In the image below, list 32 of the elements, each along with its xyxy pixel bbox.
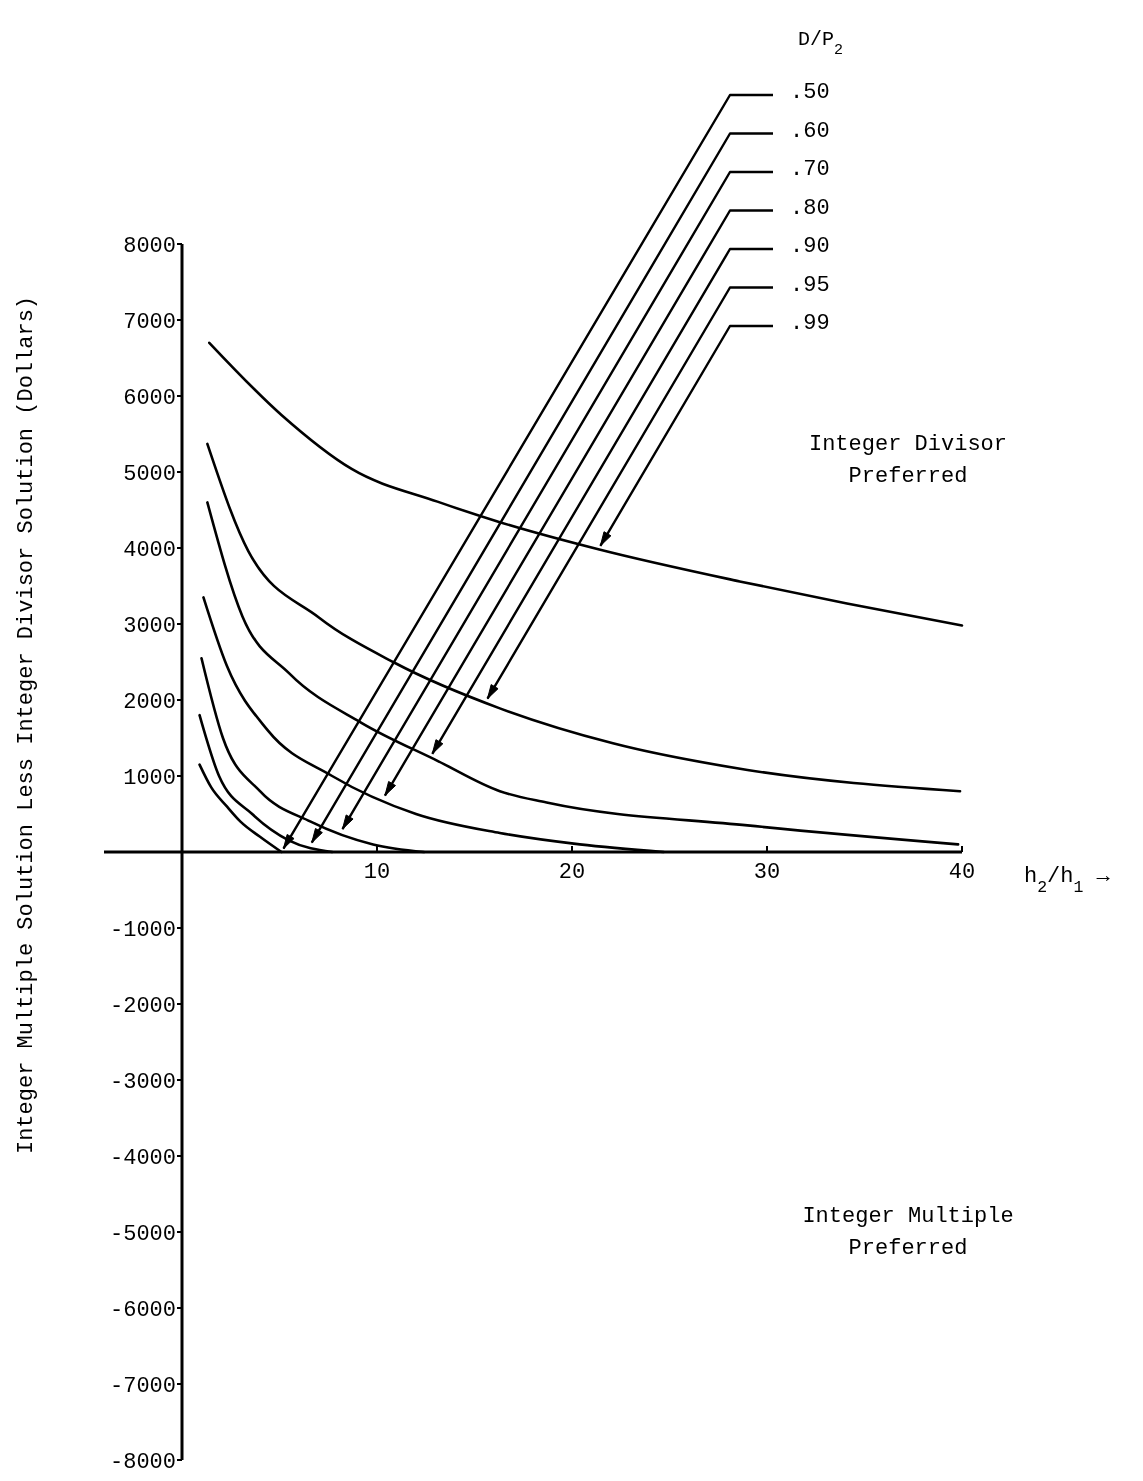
y-tick-label: 5000 [123, 461, 176, 487]
text: .60 [790, 118, 830, 144]
y-tick-label: -7000 [109, 1373, 176, 1399]
y-tick-label: 3000 [123, 613, 176, 639]
annotation: Integer Multiple Preferred [802, 1204, 1014, 1261]
y-tick-label: -6000 [109, 1297, 176, 1323]
y-tick-label: -3000 [109, 1069, 176, 1095]
legend-title: D/P$_{2}$ [798, 28, 844, 59]
text: .50 [790, 80, 830, 105]
x-tick-label: 30 [753, 860, 781, 885]
y-tick-label: 8000 [123, 233, 176, 259]
text: .95 [790, 272, 830, 298]
annotation: Integer Divisor Preferred [808, 432, 1008, 489]
y-tick-label: -8000 [109, 1449, 176, 1475]
text: .90 [790, 234, 830, 259]
text: .80 [790, 195, 830, 221]
y-tick-label: -1000 [109, 917, 176, 943]
y-axis-title: Integer Multiple Solution Less Integer Divisor Solution (Dollars) [14, 295, 39, 1155]
x-axis-title: h$_{2}$/h$_{1}$ → [1024, 864, 1111, 897]
y-tick-label: -2000 [109, 993, 176, 1019]
y-tick-label: 4000 [123, 537, 176, 563]
y-tick-label: 6000 [123, 385, 176, 411]
y-tick-label: 2000 [123, 689, 176, 715]
y-tick-label: 7000 [123, 309, 176, 335]
x-tick-label: 10 [363, 860, 391, 885]
text: .99 [790, 311, 830, 336]
x-tick-label: 20 [558, 860, 586, 885]
x-tick-label: 40 [948, 860, 976, 885]
text: .70 [790, 157, 830, 182]
y-tick-label: 1000 [123, 765, 176, 791]
y-tick-label: -5000 [109, 1221, 176, 1247]
y-tick-label: -4000 [109, 1145, 176, 1171]
